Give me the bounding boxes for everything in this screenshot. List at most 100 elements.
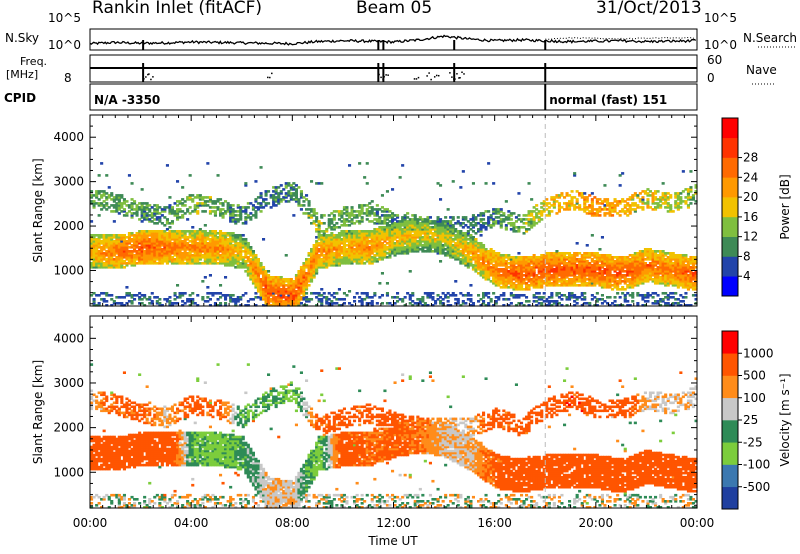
power-cell bbox=[231, 214, 235, 217]
power-cell bbox=[606, 296, 610, 299]
power-cell bbox=[580, 264, 584, 267]
power-cell bbox=[102, 236, 106, 239]
power-cell bbox=[297, 286, 301, 289]
power-cell bbox=[206, 196, 210, 199]
power-cell bbox=[317, 292, 321, 295]
power-cell bbox=[302, 290, 306, 293]
power-cell bbox=[100, 258, 104, 261]
power-cell bbox=[502, 292, 506, 295]
power-cell bbox=[494, 262, 498, 265]
power-cell bbox=[489, 300, 493, 303]
power-cell bbox=[603, 264, 607, 267]
power-cell bbox=[133, 202, 137, 205]
power-cell bbox=[302, 280, 306, 283]
power-cell bbox=[239, 248, 243, 251]
power-cell bbox=[90, 196, 94, 199]
power-cell bbox=[305, 278, 309, 281]
power-cell bbox=[608, 304, 612, 307]
power-cell bbox=[216, 244, 220, 247]
power-cell bbox=[517, 294, 521, 297]
power-cell bbox=[289, 278, 293, 281]
power-cell bbox=[130, 232, 134, 235]
power-cell bbox=[315, 266, 319, 269]
power-cell bbox=[140, 232, 144, 235]
power-cell bbox=[262, 278, 266, 281]
power-cell bbox=[449, 228, 453, 231]
power-cell bbox=[239, 256, 243, 259]
power-cell bbox=[482, 244, 486, 247]
power-cell bbox=[391, 188, 395, 191]
power-cell bbox=[363, 258, 367, 261]
power-cell bbox=[92, 262, 96, 265]
power-cell bbox=[385, 282, 389, 285]
power-cell bbox=[125, 242, 129, 245]
power-cell bbox=[507, 304, 511, 307]
power-cell bbox=[353, 300, 357, 303]
power-cell bbox=[287, 282, 291, 285]
power-cell bbox=[348, 220, 352, 223]
power-cell bbox=[176, 200, 180, 203]
power-cell bbox=[552, 262, 556, 265]
power-cell bbox=[375, 218, 379, 221]
power-cell bbox=[403, 252, 407, 255]
power-cell bbox=[294, 280, 298, 283]
power-cell bbox=[552, 198, 556, 201]
power-cell bbox=[267, 298, 271, 301]
power-cell bbox=[444, 238, 448, 241]
power-cell bbox=[520, 218, 524, 221]
power-cell bbox=[170, 242, 174, 245]
power-cell bbox=[208, 244, 212, 247]
power-cell bbox=[254, 198, 258, 201]
power-cell bbox=[492, 212, 496, 215]
power-cell bbox=[598, 278, 602, 281]
power-cell bbox=[332, 258, 336, 261]
power-cell bbox=[216, 256, 220, 259]
power-cell bbox=[105, 294, 109, 297]
power-cell bbox=[535, 212, 539, 215]
power-cell bbox=[418, 240, 422, 243]
power-cell bbox=[92, 266, 96, 269]
power-cell bbox=[411, 242, 415, 245]
power-cell bbox=[568, 194, 572, 197]
power-cell bbox=[340, 214, 344, 217]
power-cell bbox=[434, 230, 438, 233]
power-cell bbox=[385, 236, 389, 239]
power-cell bbox=[145, 256, 149, 259]
power-cell bbox=[342, 292, 346, 295]
power-cell bbox=[219, 240, 223, 243]
power-cell bbox=[517, 230, 521, 233]
power-cell bbox=[509, 258, 513, 261]
power-cell bbox=[317, 264, 321, 267]
power-cell bbox=[262, 280, 266, 283]
power-cell bbox=[264, 276, 268, 279]
power-cell bbox=[224, 246, 228, 249]
power-cell bbox=[621, 286, 625, 289]
power-cell bbox=[196, 252, 200, 255]
power-cell bbox=[213, 200, 217, 203]
power-cell bbox=[408, 244, 412, 247]
power-cell bbox=[421, 236, 425, 239]
power-cell bbox=[297, 204, 301, 207]
power-cell bbox=[550, 292, 554, 295]
power-cell bbox=[611, 264, 615, 267]
power-cell bbox=[600, 272, 604, 275]
power-cell bbox=[332, 244, 336, 247]
power-cell bbox=[360, 256, 364, 259]
power-cell bbox=[241, 246, 245, 249]
power-cell bbox=[565, 202, 569, 205]
power-cell bbox=[342, 242, 346, 245]
power-cell bbox=[315, 240, 319, 243]
power-cell bbox=[459, 292, 463, 295]
power-cell bbox=[203, 200, 207, 203]
power-cell bbox=[130, 234, 134, 237]
power-cell bbox=[466, 230, 470, 233]
power-cell bbox=[613, 286, 617, 289]
power-cell bbox=[406, 234, 410, 237]
power-cell bbox=[138, 242, 142, 245]
power-cell bbox=[471, 266, 475, 269]
power-cell bbox=[219, 292, 223, 295]
power-cell bbox=[484, 254, 488, 257]
power-cell bbox=[140, 204, 144, 207]
power-cell bbox=[292, 214, 296, 217]
